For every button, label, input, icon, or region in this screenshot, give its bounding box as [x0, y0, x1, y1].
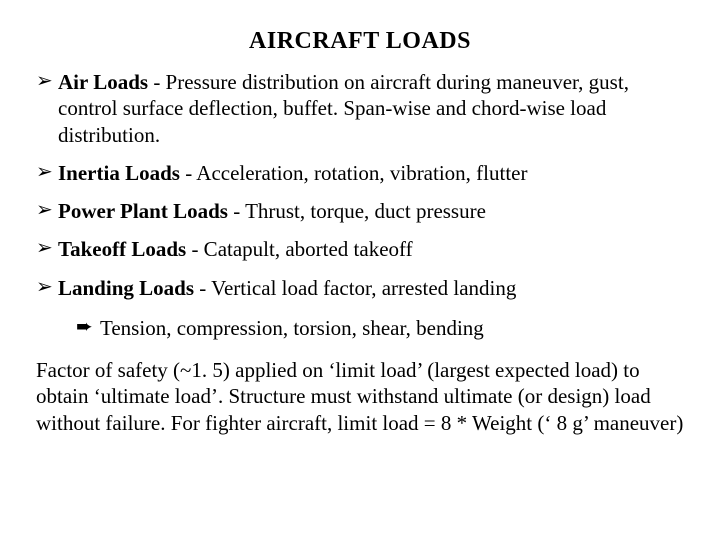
bullet-landing-loads: ➢ Landing Loads - Vertical load factor, … [36, 275, 684, 301]
sub-bullet-text: Tension, compression, torsion, shear, be… [100, 316, 484, 340]
slide: AIRCRAFT LOADS ➢ Air Loads - Pressure di… [0, 0, 720, 540]
bullet-takeoff-loads: ➢ Takeoff Loads - Catapult, aborted take… [36, 236, 684, 262]
bullet-heading: Takeoff Loads [58, 237, 186, 261]
bullet-inertia-loads: ➢ Inertia Loads - Acceleration, rotation… [36, 160, 684, 186]
chevron-right-icon: ➢ [36, 198, 53, 223]
bullet-text: - Catapult, aborted takeoff [186, 237, 412, 261]
footer-paragraph: Factor of safety (~1. 5) applied on ‘lim… [36, 357, 684, 436]
chevron-right-icon: ➢ [36, 275, 53, 300]
bullet-heading: Air Loads [58, 70, 148, 94]
bullet-heading: Power Plant Loads [58, 199, 228, 223]
sub-bullet: ➨ Tension, compression, torsion, shear, … [36, 315, 684, 341]
bullet-power-plant-loads: ➢ Power Plant Loads - Thrust, torque, du… [36, 198, 684, 224]
slide-title: AIRCRAFT LOADS [36, 28, 684, 55]
chevron-right-icon: ➢ [36, 69, 53, 94]
bullet-air-loads: ➢ Air Loads - Pressure distribution on a… [36, 69, 684, 148]
chevron-right-icon: ➢ [36, 236, 53, 261]
bullet-text: - Vertical load factor, arrested landing [194, 276, 516, 300]
bullet-heading: Inertia Loads [58, 161, 180, 185]
bullet-text: - Thrust, torque, duct pressure [228, 199, 486, 223]
bullet-heading: Landing Loads [58, 276, 194, 300]
bullet-text: - Acceleration, rotation, vibration, flu… [180, 161, 528, 185]
arrow-right-icon: ➨ [76, 315, 93, 340]
chevron-right-icon: ➢ [36, 160, 53, 185]
